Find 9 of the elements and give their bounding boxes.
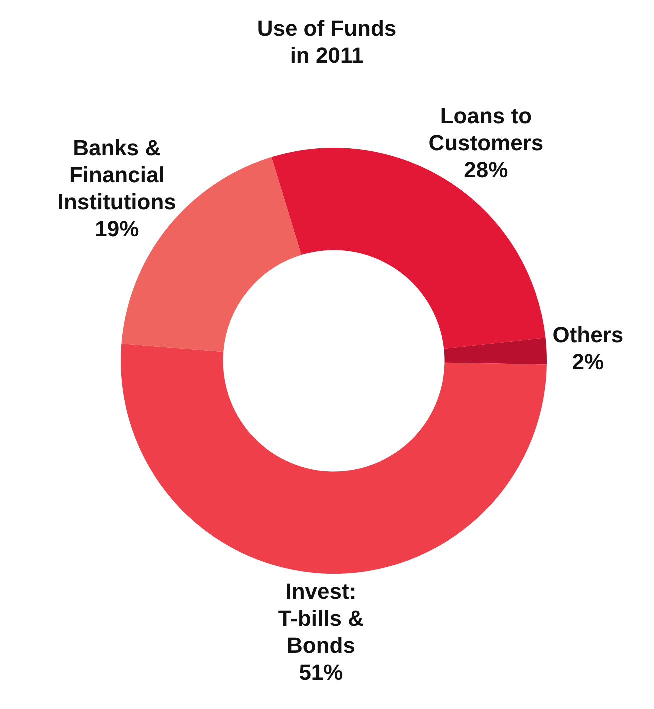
data-label: 2% [572, 349, 604, 374]
chart-title: Use of Funds in 2011 [257, 16, 397, 68]
data-label: 19% [95, 216, 140, 242]
data-label: 28% [464, 157, 508, 182]
data-label: 51% [299, 660, 344, 686]
slice-label: Others [552, 322, 624, 348]
slice-label: Loans to Customers [428, 103, 544, 156]
slice-label: Banks & Financial Institutions [58, 136, 176, 214]
slice-label: Invest: T-bills & Bonds [278, 579, 364, 658]
